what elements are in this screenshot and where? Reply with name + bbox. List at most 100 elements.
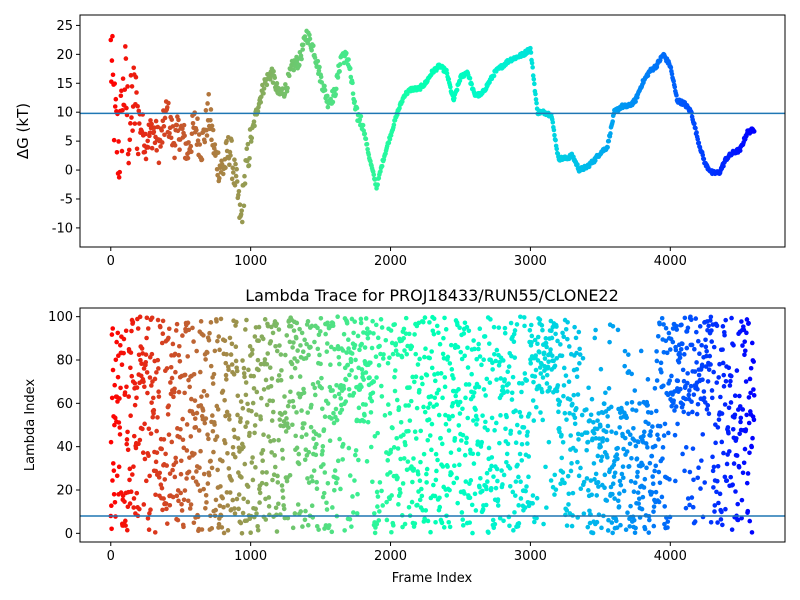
bottom-data-point (684, 345, 690, 351)
bottom-data-point (250, 347, 255, 353)
bottom-data-point (122, 390, 128, 395)
bottom-data-point (375, 335, 381, 341)
bottom-data-point (352, 342, 358, 348)
bottom-data-point (417, 387, 422, 393)
bottom-data-point (243, 424, 248, 430)
bottom-data-point (276, 327, 282, 332)
bottom-data-point (161, 496, 166, 501)
top-y-tick-label: 15 (56, 77, 73, 92)
bottom-data-point (735, 501, 741, 507)
top-data-point (132, 121, 138, 126)
bottom-data-point (627, 432, 633, 438)
bottom-data-point (467, 520, 473, 525)
bottom-data-point (224, 352, 229, 357)
bottom-data-point (420, 381, 425, 387)
bottom-data-point (732, 412, 738, 418)
bottom-data-point (363, 316, 369, 321)
bottom-data-point (461, 331, 467, 336)
bottom-data-point (563, 326, 569, 332)
top-data-point (159, 140, 165, 145)
bottom-data-point (380, 503, 386, 508)
bottom-data-point (633, 443, 639, 449)
bottom-data-point (749, 530, 755, 535)
top-data-point (123, 44, 128, 49)
bottom-data-point (627, 441, 633, 447)
bottom-data-point (591, 430, 597, 436)
top-data-point (117, 169, 123, 175)
bottom-data-point (476, 384, 482, 390)
bottom-data-point (710, 454, 715, 460)
top-data-point (223, 165, 228, 171)
bottom-data-point (406, 428, 411, 434)
bottom-data-point (463, 479, 469, 484)
top-data-point (208, 107, 214, 112)
bottom-data-point (264, 481, 269, 487)
bottom-data-point (324, 349, 330, 354)
bottom-data-point (682, 468, 687, 474)
bottom-data-point (289, 361, 295, 367)
bottom-data-point (144, 335, 149, 341)
bottom-data-point (340, 441, 346, 447)
bottom-data-point (725, 425, 731, 430)
bottom-data-point (709, 388, 715, 393)
bottom-data-point (427, 401, 433, 406)
bottom-data-point (347, 473, 353, 478)
top-data-point (701, 156, 707, 162)
bottom-data-point (459, 510, 465, 515)
top-data-point (116, 139, 121, 144)
bottom-data-point (685, 325, 691, 331)
top-data-point (286, 73, 292, 79)
bottom-data-point (728, 400, 734, 405)
bottom-data-point (332, 487, 337, 493)
bottom-data-point (558, 481, 563, 487)
bottom-data-point (690, 409, 695, 415)
bottom-data-point (230, 445, 236, 450)
bottom-data-point (465, 345, 470, 351)
bottom-data-point (593, 471, 599, 477)
bottom-data-point (301, 390, 307, 395)
bottom-data-point (213, 497, 219, 503)
bottom-data-point (229, 362, 235, 367)
bottom-data-point (622, 348, 628, 354)
bottom-data-point (353, 375, 359, 380)
top-data-point (261, 86, 267, 91)
bottom-data-point (427, 433, 433, 438)
top-data-point (245, 141, 251, 147)
bottom-data-point (266, 434, 271, 439)
bottom-data-point (226, 466, 232, 471)
bottom-data-point (535, 334, 541, 340)
bottom-data-point (610, 491, 615, 497)
bottom-data-point (569, 523, 575, 529)
bottom-data-point (170, 467, 175, 473)
bottom-data-point (456, 423, 462, 428)
bottom-data-point (297, 326, 302, 332)
bottom-data-point (558, 342, 563, 347)
bottom-data-point (507, 483, 513, 489)
bottom-data-point (270, 398, 276, 404)
bottom-data-point (479, 439, 485, 445)
bottom-data-point (346, 445, 352, 451)
bottom-data-point (264, 361, 270, 367)
top-data-point (182, 133, 187, 139)
bottom-data-point (566, 379, 572, 385)
bottom-data-point (292, 356, 297, 361)
bottom-data-point (134, 395, 139, 401)
bottom-data-point (421, 451, 427, 457)
top-data-point (358, 113, 364, 119)
top-data-point (696, 140, 702, 146)
top-data-point (156, 160, 162, 166)
bottom-data-point (253, 465, 258, 470)
bottom-data-point (279, 412, 285, 417)
bottom-data-point (254, 511, 259, 516)
bottom-data-point (440, 351, 446, 357)
bottom-data-point (305, 476, 310, 481)
bottom-data-point (178, 458, 184, 464)
bottom-data-point (299, 330, 305, 336)
bottom-data-point (340, 457, 345, 462)
bottom-data-point (487, 467, 493, 472)
bottom-data-point (438, 435, 443, 441)
bottom-data-point (427, 320, 432, 325)
bottom-data-point (435, 371, 441, 376)
bottom-data-point (199, 394, 204, 399)
bottom-data-point (310, 381, 316, 387)
